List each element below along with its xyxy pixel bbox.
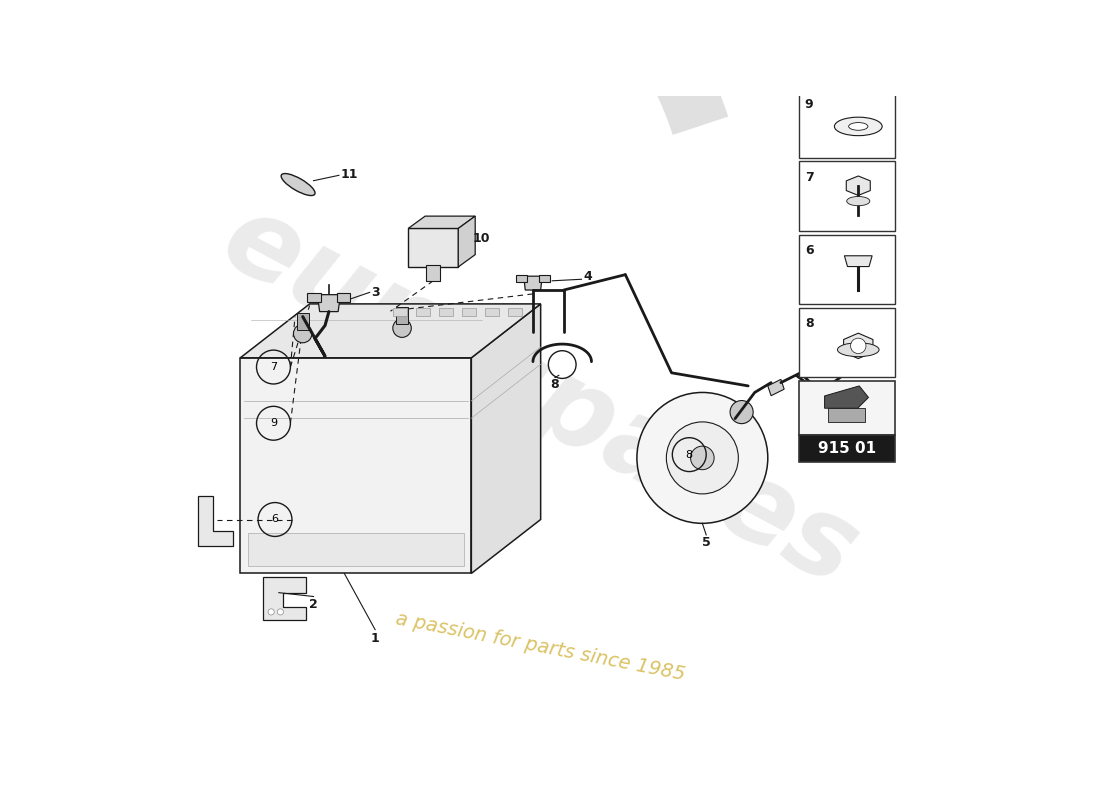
Text: 2: 2 [309,598,318,610]
Bar [439,308,453,316]
Bar [249,534,464,566]
Circle shape [277,609,284,615]
Polygon shape [524,276,542,290]
Text: 4: 4 [583,270,592,283]
Polygon shape [845,256,872,266]
Bar [337,293,351,302]
Polygon shape [318,294,341,311]
Bar [516,274,527,282]
Bar [462,308,476,316]
Bar [508,308,522,316]
Circle shape [637,393,768,523]
Circle shape [667,422,738,494]
Text: 3: 3 [372,286,379,299]
Circle shape [294,324,312,342]
Polygon shape [825,386,869,408]
Text: 6: 6 [272,514,278,525]
Bar [307,293,321,302]
Text: 915 01: 915 01 [817,441,876,456]
Text: 11: 11 [341,168,358,181]
Bar [297,313,309,330]
Polygon shape [241,358,472,574]
Circle shape [850,338,866,354]
Circle shape [730,401,754,424]
Text: eurospares: eurospares [206,184,876,609]
Text: 9: 9 [270,418,277,428]
Polygon shape [459,216,475,267]
Bar [828,408,866,422]
Text: 8: 8 [805,317,813,330]
Polygon shape [264,578,306,619]
Ellipse shape [849,122,868,130]
Bar [799,162,895,230]
Text: 5: 5 [702,536,711,549]
Polygon shape [844,333,873,358]
Ellipse shape [837,342,879,357]
Circle shape [268,609,274,615]
Text: 7: 7 [270,362,277,372]
Text: 1: 1 [371,632,380,646]
Polygon shape [846,176,870,195]
Bar [799,381,895,435]
Polygon shape [472,304,541,574]
Polygon shape [408,216,475,229]
Ellipse shape [835,117,882,136]
Bar [396,307,408,324]
Bar [799,308,895,377]
Circle shape [691,446,714,470]
Bar [416,308,430,316]
Bar [393,308,407,316]
Bar [408,229,459,267]
Polygon shape [768,379,784,396]
Bar [799,234,895,304]
Text: 10: 10 [473,232,491,245]
Bar [426,266,440,281]
Ellipse shape [282,174,315,195]
Text: 6: 6 [805,244,813,257]
Polygon shape [241,304,541,358]
Text: 8: 8 [685,450,693,460]
Text: a passion for parts since 1985: a passion for parts since 1985 [394,609,688,684]
Bar [539,274,550,282]
Bar [799,88,895,158]
Bar [799,435,895,462]
Polygon shape [198,496,233,546]
Circle shape [393,319,411,338]
Text: 8: 8 [550,378,559,391]
Text: 7: 7 [805,170,814,184]
Bar [485,308,499,316]
Text: 9: 9 [805,98,813,110]
Ellipse shape [847,197,870,206]
